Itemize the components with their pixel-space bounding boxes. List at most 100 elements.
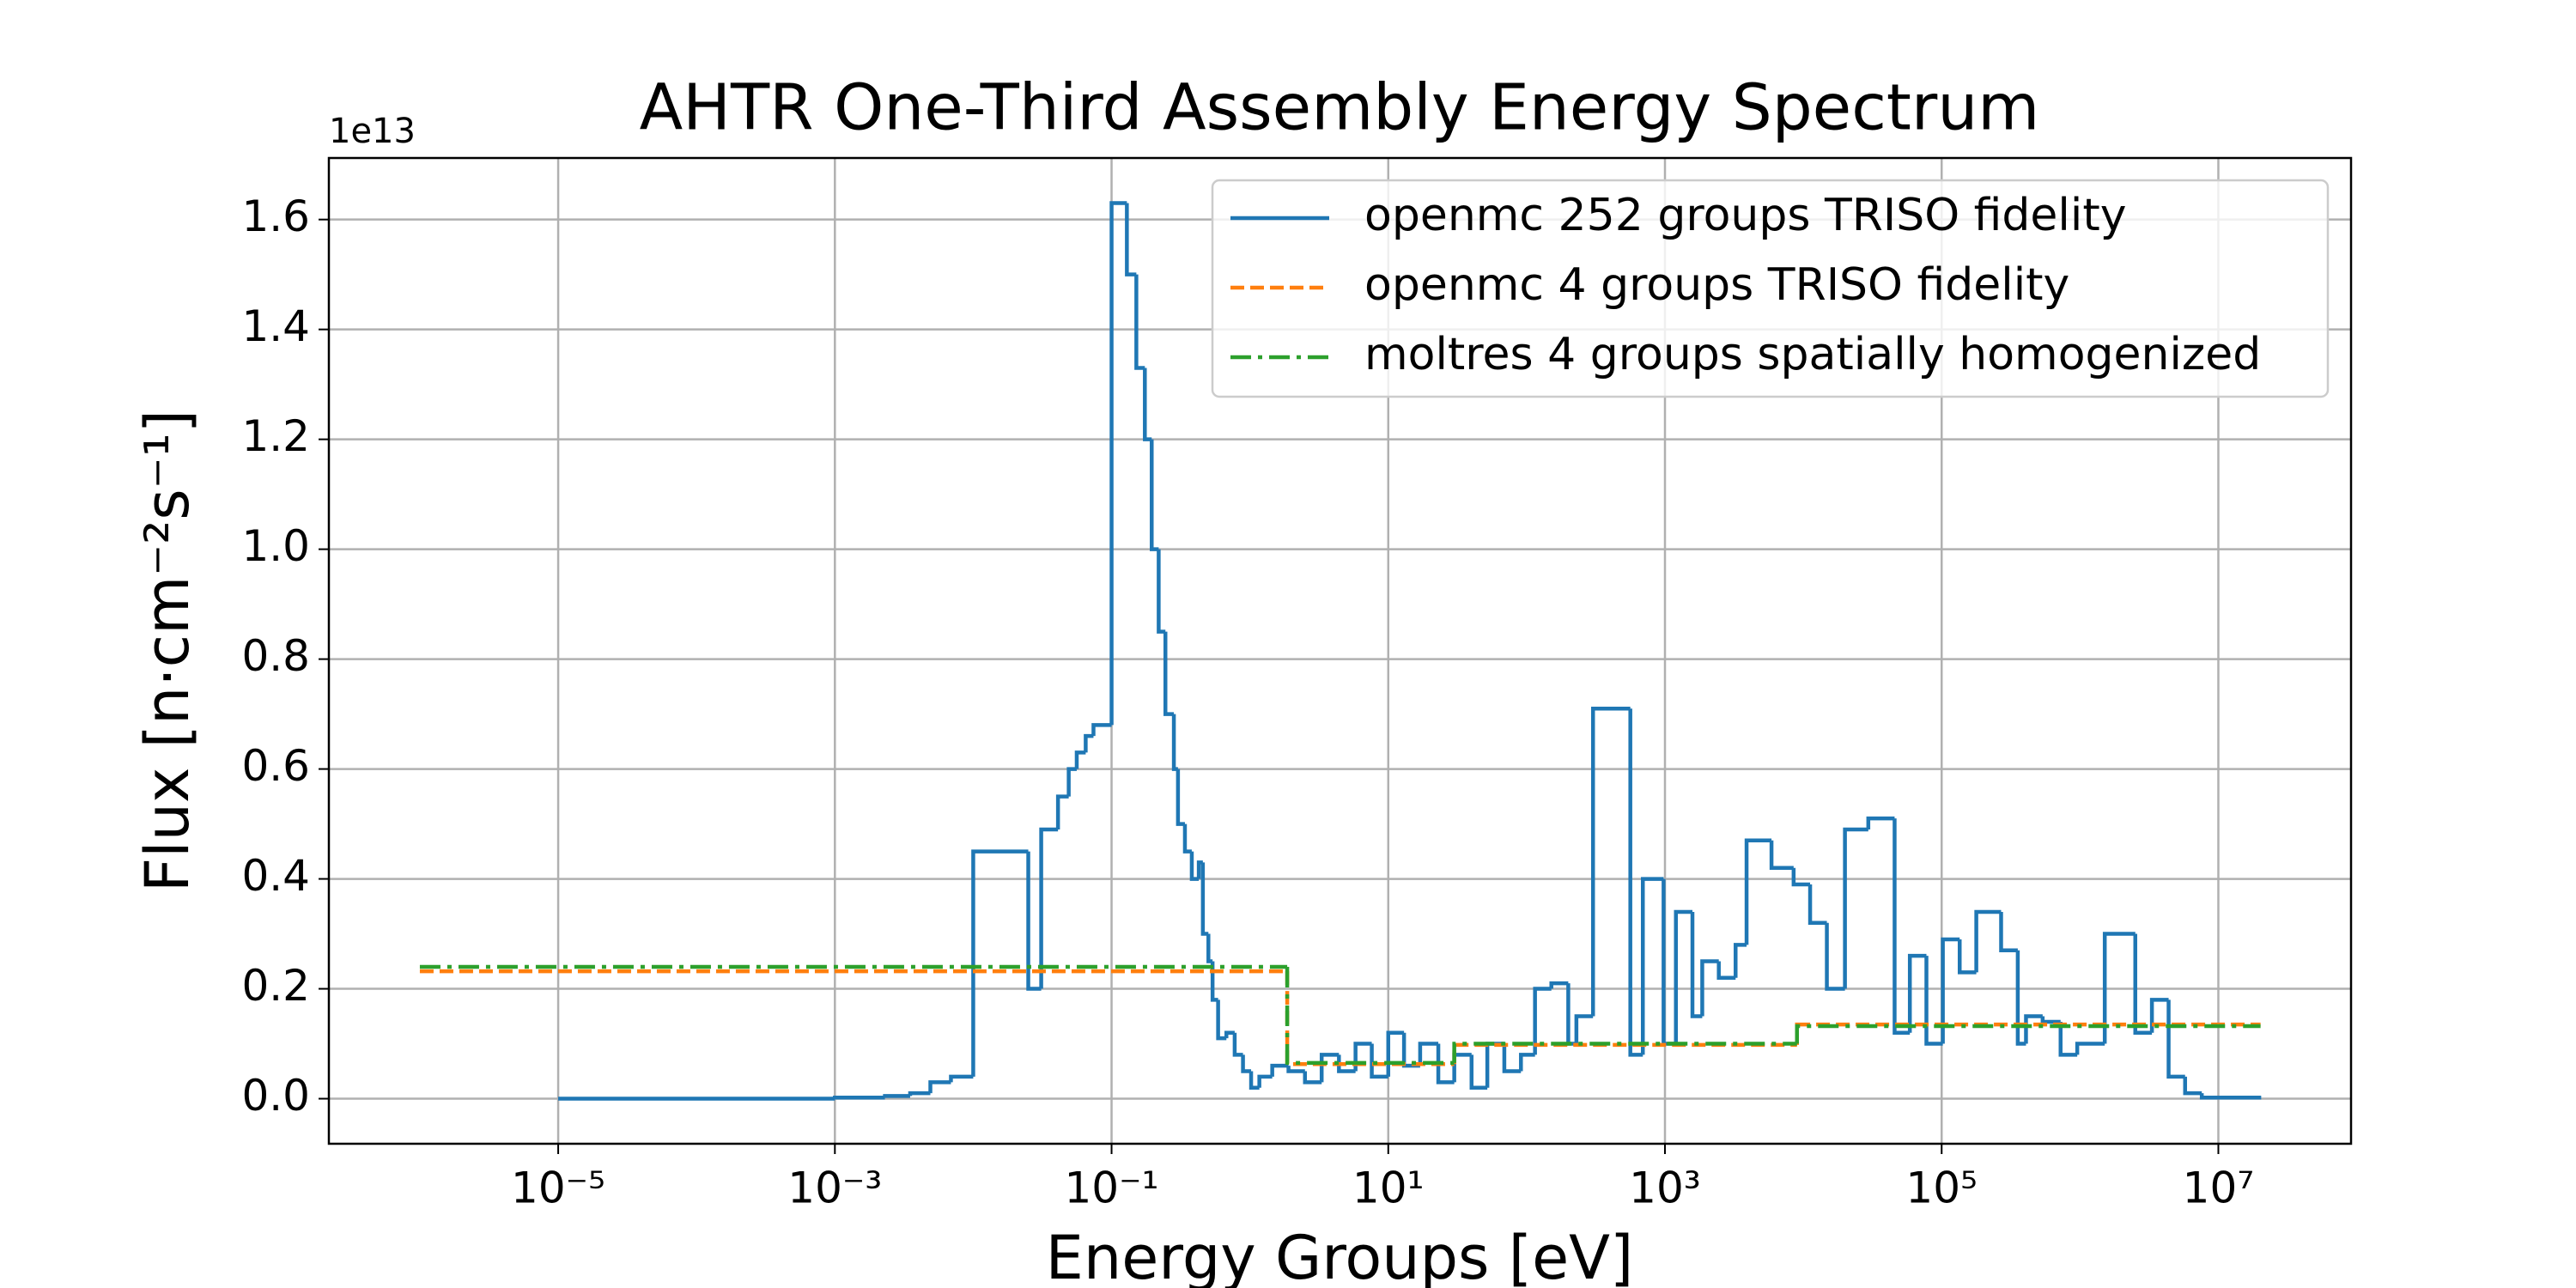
y-tick-label: 0.8: [241, 631, 310, 681]
step-segment: [833, 1096, 885, 1100]
step-segment: [1734, 943, 1747, 978]
y-tick-label: 0.2: [241, 961, 310, 1011]
step-segment: [1452, 1053, 1472, 1083]
step-segment: [1232, 1032, 1243, 1057]
step-segment: [1182, 823, 1192, 854]
step-segment: [1039, 827, 1059, 989]
y-tick-label: 0.6: [241, 741, 310, 791]
step-segment: [1533, 987, 1552, 1055]
legend-label: moltres 4 groups spatially homogenized: [1364, 329, 2261, 380]
step-segment: [1091, 723, 1112, 737]
step-segment: [1224, 1030, 1235, 1039]
step-segment: [1134, 274, 1145, 370]
y-tick-label: 1.6: [241, 191, 310, 241]
step-segment: [1700, 959, 1719, 1017]
step-segment: [1084, 733, 1094, 753]
x-tick-label: 10⁵: [1905, 1163, 1978, 1213]
chart-title: AHTR One-Third Assembly Energy Spectrum: [640, 71, 2040, 145]
step-segment: [2133, 933, 2153, 1035]
step-segment: [1150, 439, 1159, 551]
step-segment: [1590, 706, 1631, 1017]
step-segment: [2183, 1076, 2202, 1096]
step-segment: [1469, 1054, 1488, 1090]
step-segment: [1241, 1054, 1252, 1073]
step-segment: [1163, 631, 1175, 716]
legend-label: openmc 252 groups TRISO fidelity: [1364, 190, 2126, 241]
step-segment: [1716, 961, 1736, 980]
series: [419, 964, 2260, 1066]
step-segment: [2040, 1016, 2061, 1024]
step-segment: [1074, 750, 1086, 769]
step-segment: [1941, 937, 1960, 1044]
step-segment: [1216, 999, 1227, 1041]
step-segment: [2199, 1093, 2262, 1100]
step-segment: [1807, 884, 1827, 926]
x-tick-label: 10⁷: [2183, 1163, 2255, 1213]
step-segment: [1303, 1071, 1322, 1084]
step-segment: [1690, 911, 1703, 1018]
step-segment: [2058, 1021, 2078, 1057]
x-tick-label: 10⁻⁵: [511, 1163, 605, 1213]
step-segment: [1125, 203, 1137, 276]
plot-frame: [327, 156, 2353, 1145]
step-segment: [1285, 966, 1455, 1066]
step-segment: [1744, 838, 1772, 945]
step-segment: [1641, 877, 1664, 1055]
step-segment: [2015, 950, 2026, 1046]
x-axis-label: Energy Groups [eV]: [1046, 1223, 1634, 1288]
step-segment: [908, 1091, 931, 1097]
step-segment: [2149, 998, 2169, 1033]
x-tick-label: 10⁻³: [787, 1163, 882, 1213]
step-segment: [1143, 368, 1152, 441]
step-segment: [1257, 1074, 1273, 1088]
step-segment: [1825, 922, 1845, 991]
step-segment: [1519, 1053, 1535, 1072]
series: [419, 969, 2260, 1066]
step-segment: [928, 1080, 951, 1094]
step-segment: [1769, 840, 1794, 871]
y-axis-label: Flux [n·cm⁻²s⁻¹]: [132, 410, 203, 892]
y-tick-label: 1.2: [241, 411, 310, 461]
step-segment: [1210, 961, 1218, 1002]
step-segment: [1674, 909, 1693, 1044]
y-tick-label: 1.4: [241, 301, 310, 351]
step-segment: [1249, 1071, 1260, 1090]
step-segment: [1206, 933, 1213, 963]
step-segment: [2075, 1042, 2105, 1055]
step-segment: [1866, 816, 1895, 829]
step-segment: [1418, 1042, 1439, 1066]
series: [558, 201, 2262, 1101]
step-segment: [1924, 956, 1943, 1046]
x-tick-label: 10⁻¹: [1065, 1163, 1159, 1213]
step-segment: [1436, 1043, 1455, 1084]
step-segment: [1893, 818, 1911, 1035]
step-segment: [1549, 981, 1569, 989]
step-segment: [1502, 1043, 1522, 1073]
x-tick-label: 10¹: [1352, 1163, 1425, 1213]
step-segment: [1066, 767, 1077, 797]
step-segment: [2102, 932, 2136, 1044]
y-tick-label: 1.0: [241, 521, 310, 571]
step-segment: [1337, 1054, 1356, 1073]
step-segment: [1200, 862, 1209, 936]
step-segment: [1286, 1066, 1305, 1073]
step-segment: [1171, 714, 1178, 771]
legend-box: [1211, 179, 2330, 398]
step-segment: [1974, 909, 2002, 973]
step-segment: [2024, 1014, 2043, 1044]
step-segment: [949, 1074, 974, 1083]
step-segment: [1628, 708, 1643, 1057]
step-segment: [1907, 953, 1927, 1033]
y-tick-label: 0.0: [241, 1071, 310, 1121]
y-tick-label: 0.4: [241, 851, 310, 901]
step-segment: [1791, 867, 1811, 887]
step-segment: [1485, 1042, 1504, 1088]
step-segment: [1999, 911, 2018, 952]
step-segment: [1109, 201, 1127, 726]
step-segment: [1452, 1042, 1797, 1063]
step-segment: [883, 1094, 910, 1098]
step-segment: [1026, 851, 1042, 991]
step-segment: [1795, 1024, 2260, 1044]
step-segment: [1843, 827, 1868, 989]
